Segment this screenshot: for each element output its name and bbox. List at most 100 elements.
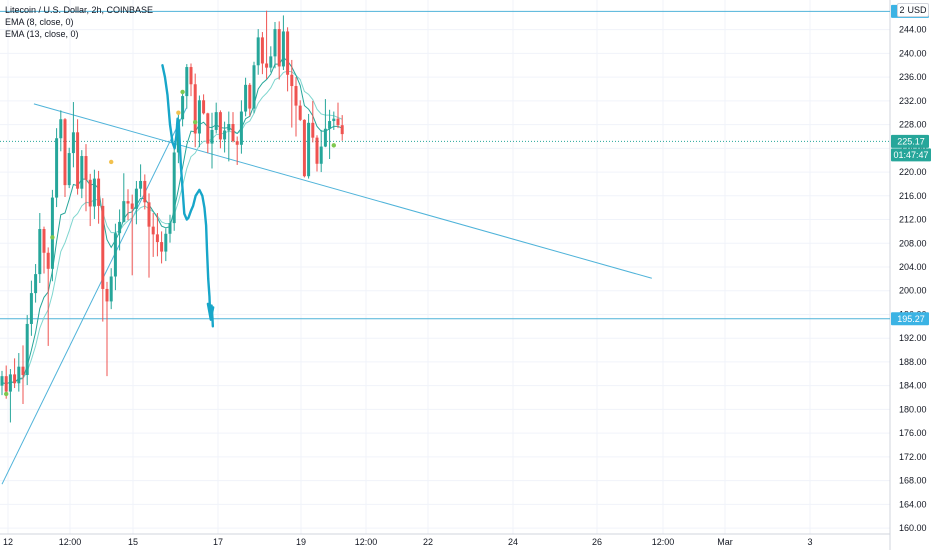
candle-body xyxy=(202,100,206,114)
legend-ema-8[interactable]: EMA (8, close, 0) xyxy=(5,17,74,27)
candle-body xyxy=(8,374,12,392)
candle-body xyxy=(290,74,294,87)
x-tick-label: 17 xyxy=(213,537,223,547)
y-tick-label: 168.00 xyxy=(899,476,927,486)
candle-body xyxy=(134,188,138,209)
candle-body xyxy=(139,180,143,189)
candle-body xyxy=(101,205,105,289)
candle-body xyxy=(273,29,277,57)
y-tick-label: 160.00 xyxy=(899,523,927,533)
candle-body xyxy=(29,293,33,324)
x-tick-label: 3 xyxy=(807,537,812,547)
candle-body xyxy=(206,113,210,144)
candle-body xyxy=(227,124,231,131)
candle-body xyxy=(109,276,113,302)
candle-body xyxy=(214,112,218,130)
y-tick-label: 176.00 xyxy=(899,428,927,438)
candle-body xyxy=(281,31,285,67)
x-tick-label: 19 xyxy=(296,537,306,547)
x-tick-label: 12:00 xyxy=(355,537,378,547)
candle-body xyxy=(252,65,256,109)
candle-body xyxy=(315,137,319,164)
candle-body xyxy=(46,252,50,269)
candle-body xyxy=(50,197,54,269)
candle-body xyxy=(189,67,193,85)
candle-body xyxy=(25,323,29,375)
signal-marker xyxy=(109,159,114,165)
candle-body xyxy=(160,242,164,252)
candle-body xyxy=(319,146,323,164)
y-tick-label: 172.00 xyxy=(899,452,927,462)
candle-body xyxy=(0,376,4,386)
candle-body xyxy=(307,122,311,177)
x-tick-label: Mar xyxy=(717,537,733,547)
candle-body xyxy=(55,138,59,198)
candle-body xyxy=(63,119,67,186)
x-tick-label: 12 xyxy=(3,537,13,547)
candle-body xyxy=(260,37,264,64)
candle-body xyxy=(218,112,222,140)
signal-marker xyxy=(3,391,9,397)
y-tick-label: 232.00 xyxy=(899,96,927,106)
y-tick-label: 224.00 xyxy=(899,143,927,153)
candle-body xyxy=(92,178,96,207)
candle-body xyxy=(332,118,336,122)
y-tick-label: 208.00 xyxy=(899,238,927,248)
y-tick-label: 216.00 xyxy=(899,191,927,201)
candle-body xyxy=(340,125,344,135)
projection-path xyxy=(161,64,215,328)
candle-body xyxy=(130,203,134,209)
candle-body xyxy=(13,374,17,384)
candle-body xyxy=(113,233,117,277)
price-tag-level xyxy=(891,312,929,326)
grid-lines xyxy=(0,0,890,534)
candle-body xyxy=(239,111,243,145)
candle-body xyxy=(17,366,21,384)
legend-ema-13[interactable]: EMA (13, close, 0) xyxy=(5,29,79,39)
currency-button[interactable]: 2 USD xyxy=(897,3,929,17)
x-tick-label: 15 xyxy=(128,537,138,547)
x-tick-label: 26 xyxy=(592,537,602,547)
candle-body xyxy=(122,201,126,222)
candle-body xyxy=(256,37,260,66)
candle-body xyxy=(38,229,42,275)
candle-body xyxy=(181,96,185,120)
ascending-trendline xyxy=(1,107,187,485)
signal-marker xyxy=(180,89,185,95)
countdown-tag xyxy=(891,148,931,162)
price-tag-label: 225.17 xyxy=(897,136,925,146)
y-tick-label: 236.00 xyxy=(899,72,927,82)
candle-body xyxy=(193,84,197,134)
candle-body xyxy=(286,31,290,75)
candle-body xyxy=(143,180,147,203)
y-tick-label: 180.00 xyxy=(899,404,927,414)
x-tick-label: 24 xyxy=(508,537,518,547)
y-tick-label: 240.00 xyxy=(899,48,927,58)
currency-number: 2 xyxy=(899,5,905,15)
price-tag-price xyxy=(891,134,929,148)
candle-body xyxy=(269,56,273,68)
candle-body xyxy=(84,156,88,180)
candle-body xyxy=(244,84,248,112)
y-tick-label: 184.00 xyxy=(899,381,927,391)
candle-body xyxy=(336,118,340,126)
y-tick-label: 200.00 xyxy=(899,286,927,296)
x-tick-label: 22 xyxy=(423,537,433,547)
candle-body xyxy=(328,121,332,129)
candle-body xyxy=(185,67,189,97)
signal-marker xyxy=(331,143,336,148)
x-tick-label: 12:00 xyxy=(59,537,82,547)
candle-body xyxy=(248,84,252,109)
candles xyxy=(0,10,344,423)
ema-8-line xyxy=(1,56,343,385)
candle-body xyxy=(265,63,269,68)
candle-body xyxy=(311,122,315,138)
candle-body xyxy=(21,366,25,375)
y-tick-label: 228.00 xyxy=(899,120,927,130)
candle-body xyxy=(34,274,38,294)
candle-body xyxy=(105,288,109,302)
candle-body xyxy=(164,233,168,252)
candle-body xyxy=(155,234,159,243)
